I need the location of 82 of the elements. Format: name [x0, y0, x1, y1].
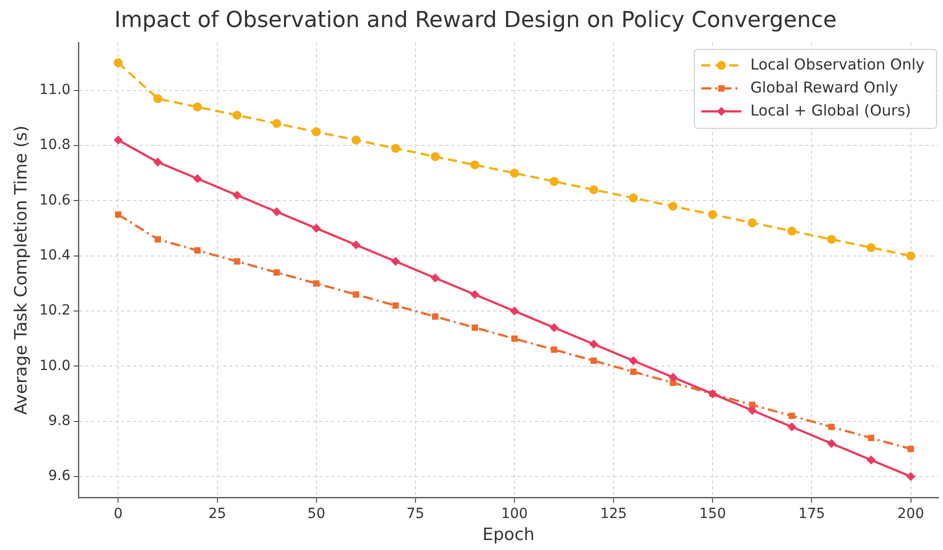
point	[628, 193, 638, 202]
point	[192, 174, 202, 184]
point	[351, 136, 360, 145]
point	[391, 144, 400, 153]
y-tick-label: 10.6	[39, 192, 71, 208]
x-tick-label: 0	[114, 506, 123, 522]
chart-title: Impact of Observation and Reward Design on Policy Convergence	[114, 8, 837, 33]
point	[510, 306, 519, 316]
y-axis-title: Average Task Completion Time (s)	[12, 125, 32, 415]
x-tick-label: 150	[699, 506, 726, 522]
point	[590, 358, 597, 364]
point	[313, 280, 320, 287]
point	[391, 256, 400, 266]
point	[589, 340, 598, 349]
point	[470, 290, 480, 300]
x-tick-label: 200	[897, 506, 924, 522]
point	[430, 152, 440, 162]
legend-label: Local Observation Only	[750, 55, 925, 74]
point	[589, 185, 598, 194]
point	[115, 211, 122, 218]
x-tick-label: 75	[406, 506, 424, 522]
point	[788, 412, 796, 420]
point	[232, 190, 242, 200]
point	[312, 127, 321, 136]
y-tick-label: 10.8	[39, 137, 71, 154]
point	[192, 102, 202, 112]
point	[272, 118, 282, 128]
point	[630, 368, 637, 375]
point	[312, 224, 321, 233]
point	[470, 160, 480, 170]
point	[866, 243, 876, 252]
x-tick-label: 100	[501, 506, 528, 522]
point	[828, 424, 835, 430]
point	[232, 110, 242, 120]
legend-label: Global Reward Only	[750, 78, 898, 96]
point	[114, 136, 123, 145]
y-tick-label: 10.2	[39, 302, 71, 319]
x-tick-label: 125	[600, 506, 627, 522]
point	[749, 402, 756, 408]
point	[472, 324, 478, 331]
point	[272, 207, 282, 216]
point	[351, 240, 360, 250]
y-tick-label: 9.8	[48, 413, 71, 430]
point	[153, 158, 162, 167]
point	[906, 251, 916, 260]
point	[906, 472, 916, 482]
point	[787, 422, 796, 432]
point	[550, 176, 559, 186]
point	[511, 335, 518, 342]
legend-label: Local + Global (Ours)	[750, 101, 911, 120]
point	[430, 273, 440, 282]
point	[708, 210, 718, 220]
point	[194, 247, 201, 254]
point	[628, 356, 638, 366]
y-tick-label: 10.4	[39, 248, 71, 264]
point	[748, 218, 757, 228]
point	[908, 446, 914, 452]
point	[868, 434, 874, 442]
y-tick-label: 9.6	[48, 468, 71, 484]
point	[153, 94, 162, 104]
point	[154, 236, 162, 243]
point	[668, 372, 678, 382]
x-tick-label: 50	[307, 506, 326, 522]
point	[114, 58, 123, 68]
point	[550, 323, 559, 332]
y-tick-label: 10.0	[39, 358, 71, 374]
point	[274, 269, 280, 276]
x-axis-title: Epoch	[482, 525, 535, 546]
point	[550, 346, 558, 353]
point	[827, 234, 836, 244]
y-tick-label: 11.0	[39, 82, 71, 98]
point	[510, 168, 519, 178]
point	[827, 438, 836, 448]
point	[787, 226, 796, 236]
x-tick-label: 25	[208, 506, 226, 522]
point	[668, 202, 678, 211]
point	[432, 313, 438, 320]
point	[234, 258, 240, 265]
point	[748, 406, 757, 415]
x-tick-label: 175	[798, 506, 826, 522]
point	[866, 456, 876, 465]
point	[392, 302, 399, 309]
